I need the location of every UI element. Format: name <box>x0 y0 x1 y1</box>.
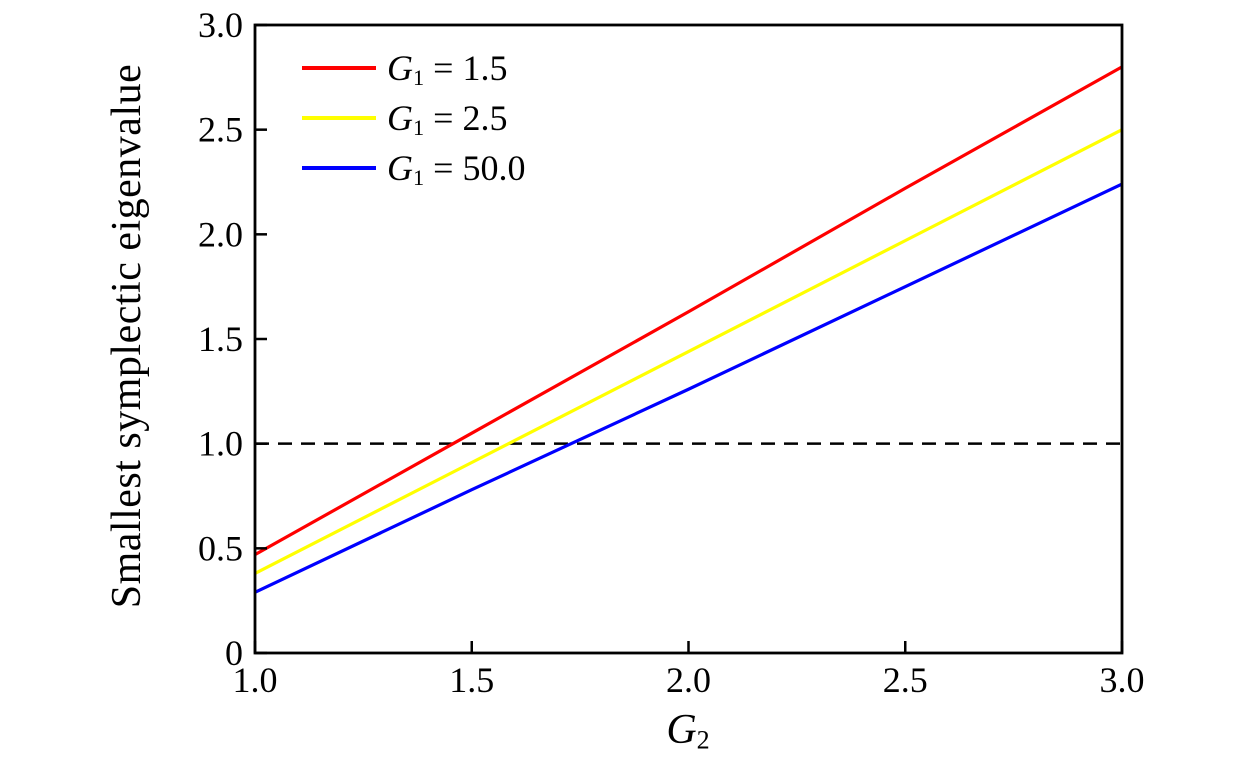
legend-item: G1 = 2.5 <box>302 93 525 143</box>
legend-label: G1 = 50.0 <box>387 148 526 190</box>
y-tick-label: 3.0 <box>198 5 243 45</box>
y-tick-label: 2.0 <box>198 214 243 254</box>
x-tick-label: 1.5 <box>449 660 494 700</box>
y-tick-label: 1.5 <box>198 319 243 359</box>
series-line-2 <box>254 182 1123 594</box>
y-tick-label: 0 <box>225 633 243 673</box>
legend-label: G1 = 2.5 <box>387 98 508 140</box>
y-tick-label: 0.5 <box>198 528 243 568</box>
legend-line-swatch <box>302 116 376 120</box>
legend-item: G1 = 1.5 <box>302 43 525 93</box>
legend: G1 = 1.5 G1 = 2.5 G1 = 50.0 <box>302 43 525 193</box>
y-tick-label: 2.5 <box>198 110 243 150</box>
series-line-1 <box>254 128 1123 575</box>
x-axis-title: G2 <box>666 706 709 754</box>
y-axis-title: Smallest symplectic eigenvalue <box>103 64 151 609</box>
legend-line-swatch <box>302 66 376 70</box>
series-line-0 <box>254 65 1123 557</box>
x-tick-label: 2.5 <box>883 660 928 700</box>
legend-item: G1 = 50.0 <box>302 143 525 193</box>
y-tick-label: 1.0 <box>198 424 243 464</box>
y-axis-title-text: Smallest symplectic eigenvalue <box>104 63 150 609</box>
x-axis-symbol: G <box>666 707 697 753</box>
legend-label: G1 = 1.5 <box>387 48 508 90</box>
legend-line-swatch <box>302 166 376 170</box>
x-tick-label: 1.0 <box>233 660 278 700</box>
x-tick-label: 3.0 <box>1100 660 1145 700</box>
x-tick-label: 2.0 <box>666 660 711 700</box>
x-axis-symbol-subscript: 2 <box>696 725 710 755</box>
